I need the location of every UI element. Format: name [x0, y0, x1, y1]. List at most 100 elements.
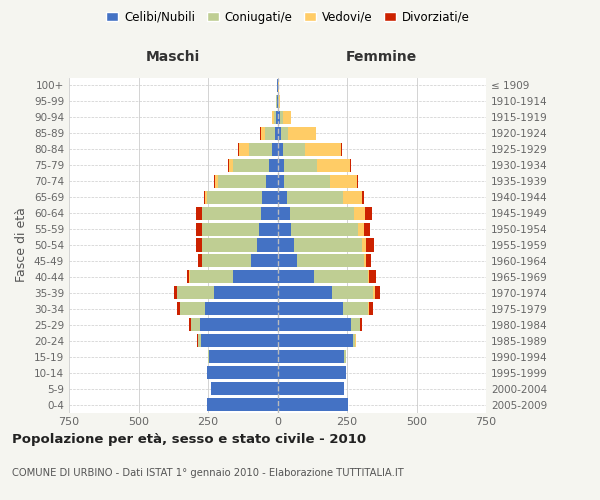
Bar [257, 238, 277, 252]
Bar [262, 190, 277, 203]
Bar [277, 127, 281, 140]
Bar [369, 270, 376, 283]
Bar [297, 254, 364, 268]
Text: COMUNE DI URBINO - Dati ISTAT 1° gennaio 2010 - Elaborazione TUTTITALIA.IT: COMUNE DI URBINO - Dati ISTAT 1° gennaio… [12, 468, 404, 477]
Bar [280, 111, 283, 124]
Bar [178, 286, 214, 300]
Bar [277, 382, 344, 395]
Bar [314, 270, 368, 283]
Bar [332, 286, 373, 300]
Bar [202, 254, 251, 268]
Bar [206, 366, 277, 379]
Bar [202, 206, 261, 220]
Bar [206, 190, 262, 203]
Y-axis label: Fasce di età: Fasce di età [16, 208, 28, 282]
Bar [341, 142, 342, 156]
Bar [269, 158, 277, 172]
Bar [277, 174, 284, 188]
Bar [344, 350, 346, 363]
Bar [214, 174, 215, 188]
Bar [364, 222, 370, 235]
Bar [214, 286, 277, 300]
Bar [362, 190, 364, 203]
Bar [368, 270, 369, 283]
Bar [190, 318, 191, 332]
Bar [343, 190, 362, 203]
Bar [187, 270, 190, 283]
Bar [279, 95, 280, 108]
Bar [353, 334, 355, 347]
Bar [265, 127, 275, 140]
Bar [196, 206, 202, 220]
Bar [367, 254, 371, 268]
Bar [358, 222, 364, 235]
Bar [233, 158, 269, 172]
Bar [209, 350, 277, 363]
Bar [277, 222, 292, 235]
Bar [173, 286, 177, 300]
Bar [283, 142, 305, 156]
Bar [202, 222, 259, 235]
Bar [204, 190, 205, 203]
Bar [367, 238, 374, 252]
Bar [276, 111, 277, 124]
Bar [277, 350, 344, 363]
Bar [274, 111, 276, 124]
Bar [284, 158, 317, 172]
Bar [362, 238, 367, 252]
Bar [211, 382, 277, 395]
Bar [205, 302, 277, 316]
Bar [233, 270, 277, 283]
Bar [277, 142, 283, 156]
Bar [364, 254, 367, 268]
Bar [191, 318, 200, 332]
Bar [200, 318, 277, 332]
Bar [206, 398, 277, 411]
Bar [277, 302, 343, 316]
Bar [359, 318, 361, 332]
Bar [361, 318, 362, 332]
Bar [369, 302, 373, 316]
Bar [290, 206, 354, 220]
Bar [277, 398, 349, 411]
Bar [239, 142, 249, 156]
Bar [277, 286, 332, 300]
Bar [198, 254, 202, 268]
Bar [277, 111, 280, 124]
Bar [277, 190, 287, 203]
Bar [277, 254, 297, 268]
Bar [317, 158, 350, 172]
Bar [180, 302, 205, 316]
Bar [368, 302, 369, 316]
Bar [294, 238, 362, 252]
Bar [196, 238, 202, 252]
Text: Maschi: Maschi [146, 50, 200, 64]
Bar [277, 318, 351, 332]
Bar [331, 174, 357, 188]
Bar [201, 334, 277, 347]
Bar [305, 142, 341, 156]
Bar [251, 254, 277, 268]
Bar [343, 302, 368, 316]
Bar [287, 190, 343, 203]
Bar [365, 206, 372, 220]
Bar [373, 286, 375, 300]
Bar [228, 158, 229, 172]
Bar [277, 95, 278, 108]
Bar [275, 127, 277, 140]
Bar [277, 238, 294, 252]
Bar [178, 302, 179, 316]
Bar [208, 350, 209, 363]
Bar [261, 206, 277, 220]
Bar [277, 270, 314, 283]
Bar [292, 222, 358, 235]
Bar [281, 127, 288, 140]
Bar [357, 174, 358, 188]
Bar [238, 142, 239, 156]
Bar [351, 318, 359, 332]
Legend: Celibi/Nubili, Coniugati/e, Vedovi/e, Divorziati/e: Celibi/Nubili, Coniugati/e, Vedovi/e, Di… [101, 6, 475, 28]
Bar [218, 174, 266, 188]
Bar [198, 334, 201, 347]
Text: Femmine: Femmine [346, 50, 418, 64]
Bar [375, 286, 380, 300]
